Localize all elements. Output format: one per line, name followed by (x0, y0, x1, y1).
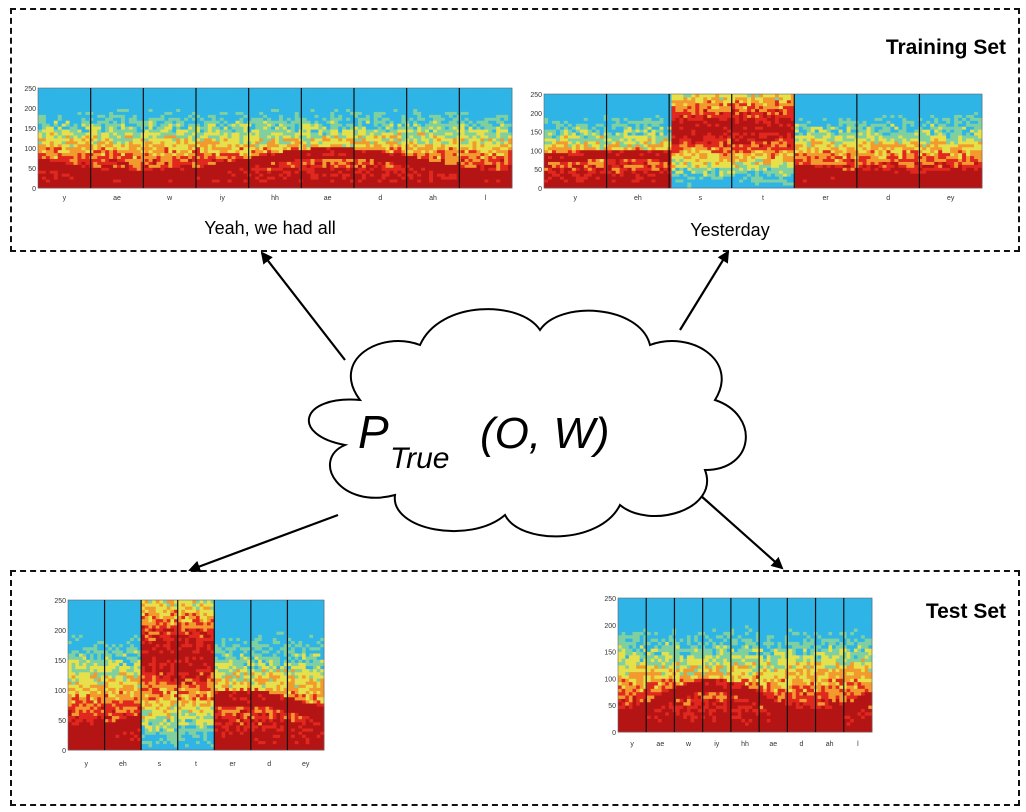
y-tick-label: 150 (54, 658, 66, 665)
y-tick-label: 200 (604, 623, 616, 630)
phone-label: d (267, 761, 271, 768)
y-tick-label: 150 (24, 126, 36, 133)
y-tick-label: 100 (54, 688, 66, 695)
phone-label: w (685, 741, 692, 748)
phone-label: y (85, 761, 89, 768)
model-label-args: (O, W) (480, 409, 610, 458)
phone-label: hh (271, 195, 279, 202)
arrow-to-test-2 (699, 494, 784, 570)
training-spectrogram-2: y eh s t er d ey 0 50 100 150 200 250 (530, 92, 983, 202)
phone-label: er (822, 195, 829, 202)
y-tick-label: 0 (62, 748, 66, 755)
training-spectrogram-1: y ae w iy hh ae d ah l 0 50 100 150 200 250 (24, 86, 513, 202)
phone-label: d (378, 195, 382, 202)
y-tick-label: 200 (54, 628, 66, 635)
spectrogram-frame (67, 599, 325, 751)
spectrogram-frame (543, 93, 983, 189)
arrow-to-training-2 (679, 250, 730, 331)
model-label-subscript: True (390, 442, 449, 475)
y-tick-label: 150 (530, 130, 542, 137)
phone-label: s (699, 195, 703, 202)
y-tick-label: 0 (538, 186, 542, 193)
y-tick-label: 0 (32, 186, 36, 193)
phone-label: l (485, 195, 487, 202)
phone-label: w (166, 195, 173, 202)
test-set-box: Test Set (10, 570, 1020, 806)
spectrogram-heatmap (544, 94, 983, 189)
arrow-to-training-1 (260, 251, 346, 361)
phone-label: ey (302, 761, 310, 768)
phone-label: hh (741, 741, 749, 748)
phone-label: eh (634, 195, 642, 202)
phone-label: ae (324, 195, 332, 202)
phone-label: s (158, 761, 162, 768)
model-label-main: P (358, 406, 389, 458)
y-tick-label: 50 (28, 166, 36, 173)
phone-label: l (857, 741, 859, 748)
phone-label: iy (220, 195, 226, 202)
test-spectrogram-2: y ae w iy hh ae d ah l 0 50 100 150 200 250 (604, 596, 873, 748)
phone-label: eh (119, 761, 127, 768)
phone-label: y (630, 741, 634, 748)
y-tick-label: 250 (54, 598, 66, 605)
y-tick-label: 150 (604, 650, 616, 657)
spectrogram-frame (37, 87, 513, 189)
phone-label: t (195, 761, 197, 768)
y-tick-label: 100 (530, 148, 542, 155)
cloud-shape (307, 308, 747, 538)
y-tick-label: 100 (24, 146, 36, 153)
test-set-title: Test Set (925, 600, 1006, 623)
phone-label: ae (113, 195, 121, 202)
phone-label: ey (947, 195, 955, 202)
y-tick-label: 50 (58, 718, 66, 725)
y-tick-label: 200 (24, 106, 36, 113)
y-tick-label: 50 (534, 167, 542, 174)
phone-label: ah (826, 741, 834, 748)
y-tick-label: 250 (24, 86, 36, 93)
training-caption-2: Yesterday (690, 220, 770, 240)
phone-label: y (574, 195, 578, 202)
phone-label: y (63, 195, 67, 202)
phone-label: ae (769, 741, 777, 748)
phone-label: ah (429, 195, 437, 202)
y-tick-label: 50 (608, 703, 616, 710)
training-caption-1: Yeah, we had all (204, 218, 336, 238)
y-tick-label: 0 (612, 730, 616, 737)
y-tick-label: 200 (530, 111, 542, 118)
phone-label: t (762, 195, 764, 202)
phone-label: iy (714, 741, 720, 748)
test-spectrogram-1: y eh s t er d ey 0 50 100 150 200 250 (54, 598, 325, 768)
y-tick-label: 100 (604, 676, 616, 683)
arrow-to-test-1 (188, 513, 339, 573)
phone-label: d (886, 195, 890, 202)
phone-label: ae (656, 741, 664, 748)
phone-label: er (229, 761, 236, 768)
y-tick-label: 250 (530, 92, 542, 99)
training-set-box: Training Set (10, 8, 1020, 252)
spectrogram-heatmap (68, 600, 325, 751)
training-set-title: Training Set (885, 36, 1006, 59)
phone-label: d (799, 741, 803, 748)
y-tick-label: 250 (604, 596, 616, 603)
spectrogram-frame (617, 597, 873, 733)
